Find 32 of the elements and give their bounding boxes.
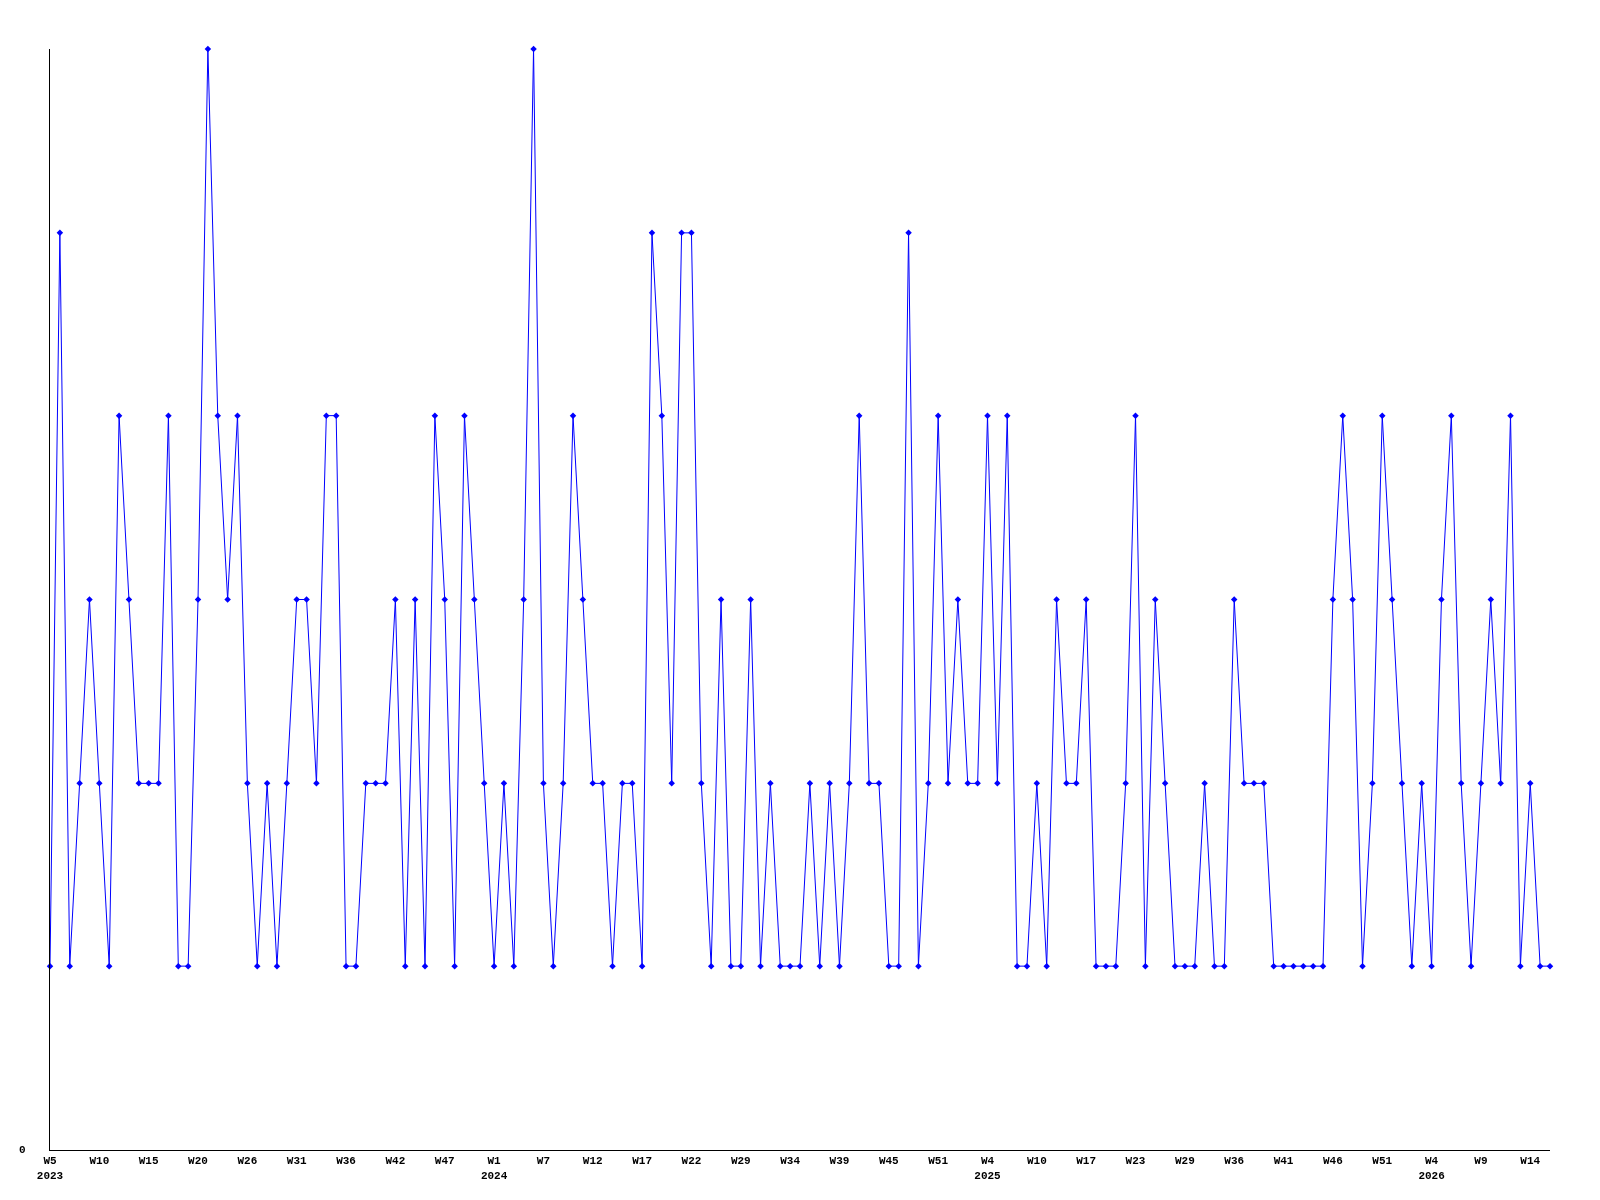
- x-tick-label: W36: [336, 1155, 356, 1168]
- x-tick-label: W34: [780, 1155, 801, 1168]
- x-tick-label: W51: [1372, 1155, 1393, 1168]
- x-tick-label: W7: [536, 1155, 551, 1168]
- x-tick-label: W51: [928, 1155, 949, 1168]
- x-tick-label: W45: [878, 1155, 900, 1168]
- x-tick-label: W41: [1273, 1155, 1294, 1168]
- x-tick-label: W12: [582, 1155, 603, 1168]
- x-tick-label: W10: [1026, 1155, 1047, 1168]
- x-tick-label: W29: [730, 1155, 751, 1168]
- x-tick-label: W9: [1474, 1155, 1488, 1168]
- x-tick-label: W46: [1322, 1155, 1343, 1168]
- x-tick-label: W5 2023: [36, 1155, 64, 1182]
- x-tick-label: W29: [1174, 1155, 1195, 1168]
- x-tick-label: W23: [1125, 1155, 1146, 1168]
- x-tick-label: W1 2024: [480, 1155, 508, 1182]
- x-tick-label: W15: [138, 1155, 159, 1168]
- x-tick-label: W17: [1076, 1155, 1097, 1168]
- x-tick-label: W10: [89, 1155, 110, 1168]
- x-tick-label: W20: [188, 1155, 208, 1168]
- x-tick-label: W26: [237, 1155, 258, 1168]
- x-tick-label: W17: [632, 1155, 653, 1168]
- x-tick-label: W22: [681, 1155, 702, 1168]
- x-tick-label: W36: [1224, 1155, 1245, 1168]
- x-tick-label: W4 2026: [1418, 1155, 1445, 1182]
- x-tick-label: W47: [434, 1155, 455, 1168]
- x-tick-label: W39: [829, 1155, 850, 1168]
- x-tick-label: W42: [385, 1155, 406, 1168]
- x-tick-label: W4 2025: [974, 1155, 1002, 1182]
- x-tick-label: W31: [286, 1155, 308, 1168]
- x-tick-label: W14: [1520, 1155, 1541, 1168]
- text: 0: [19, 1144, 26, 1156]
